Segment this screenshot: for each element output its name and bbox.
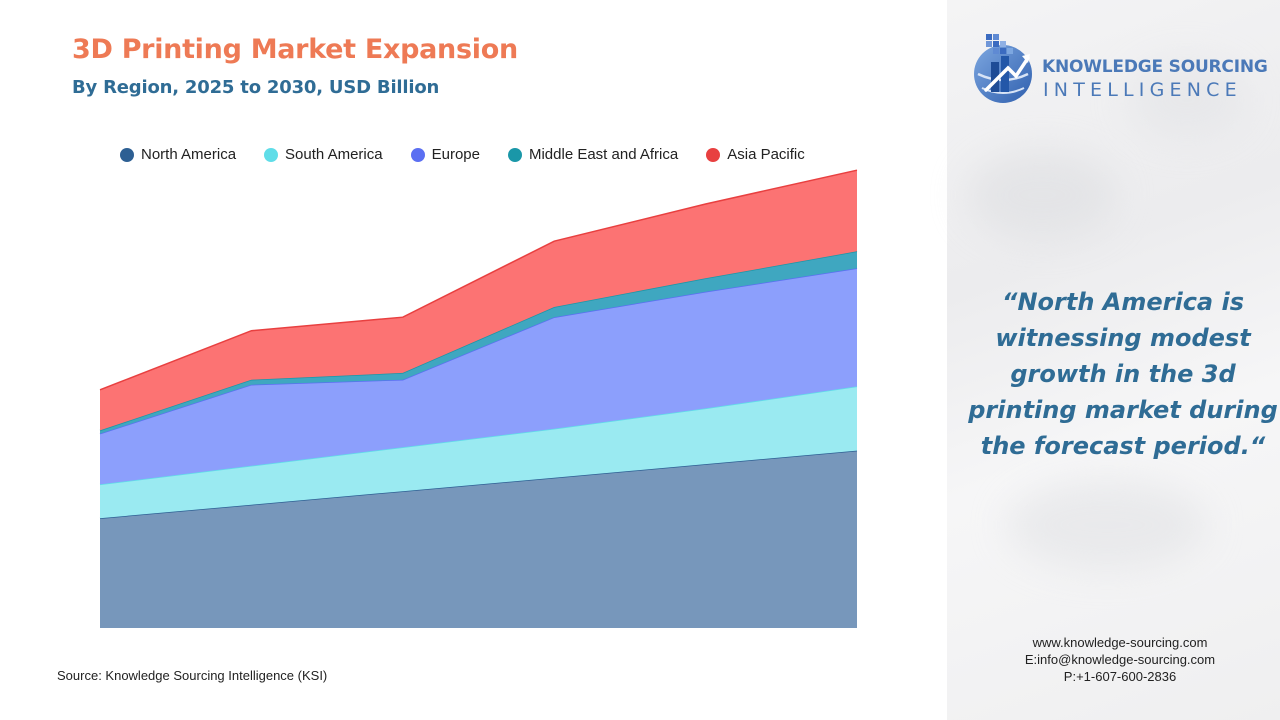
page-subtitle: By Region, 2025 to 2030, USD Billion xyxy=(72,77,440,98)
area-series-north-america[interactable] xyxy=(100,450,857,628)
legend-item[interactable]: North America xyxy=(120,146,236,163)
chart-legend: North America South America Europe Middle E… xyxy=(120,146,833,163)
legend-swatch xyxy=(120,147,134,162)
area-series-middle-east-and-africa[interactable] xyxy=(100,251,857,434)
contact-phone[interactable]: P:+1-607-600-2836 xyxy=(1063,669,1177,684)
legend-item[interactable]: Middle East and Africa xyxy=(507,146,679,163)
legend-label: Europe xyxy=(431,146,480,163)
legend-swatch xyxy=(507,147,522,162)
series-line-asia-pacific xyxy=(99,169,858,391)
page-title: 3D Printing Market Expansion xyxy=(72,34,518,65)
legend-label: Middle East and Africa xyxy=(528,146,679,163)
legend-label: South America xyxy=(285,146,383,163)
background-blur-shape xyxy=(1007,480,1207,570)
company-logo: KNOWLEDGE SOURCING INTELLIGENCE xyxy=(972,28,1272,112)
legend-item[interactable]: Europe xyxy=(410,146,480,163)
legend-item[interactable]: South America xyxy=(264,146,383,163)
stacked-area-chart xyxy=(99,169,858,628)
contact-email[interactable]: E:info@knowledge-sourcing.com xyxy=(1024,652,1216,667)
legend-swatch xyxy=(706,147,721,162)
background-blur-shape xyxy=(967,150,1117,240)
legend-item[interactable]: Asia Pacific xyxy=(706,146,805,163)
area-series-south-america[interactable] xyxy=(100,386,857,519)
source-note: Source: Knowledge Sourcing Intelligence … xyxy=(57,668,328,683)
legend-label: Asia Pacific xyxy=(727,146,805,163)
globe-arrow-icon xyxy=(974,34,1032,103)
area-series-asia-pacific[interactable] xyxy=(100,170,857,431)
brand-tagline: INTELLIGENCE xyxy=(1043,79,1242,101)
legend-swatch xyxy=(264,147,279,162)
contact-info: www.knowledge-sourcing.com E:info@knowle… xyxy=(990,634,1250,685)
highlight-quote: “North America is witnessing modest grow… xyxy=(968,288,1278,460)
contact-website[interactable]: www.knowledge-sourcing.com xyxy=(1032,635,1208,650)
brand-name: KNOWLEDGE SOURCING xyxy=(1042,57,1268,77)
side-panel xyxy=(947,0,1280,720)
area-series-europe[interactable] xyxy=(100,268,857,485)
legend-label: North America xyxy=(141,146,237,163)
background-blur-shape xyxy=(1127,60,1247,140)
legend-swatch xyxy=(410,147,425,162)
